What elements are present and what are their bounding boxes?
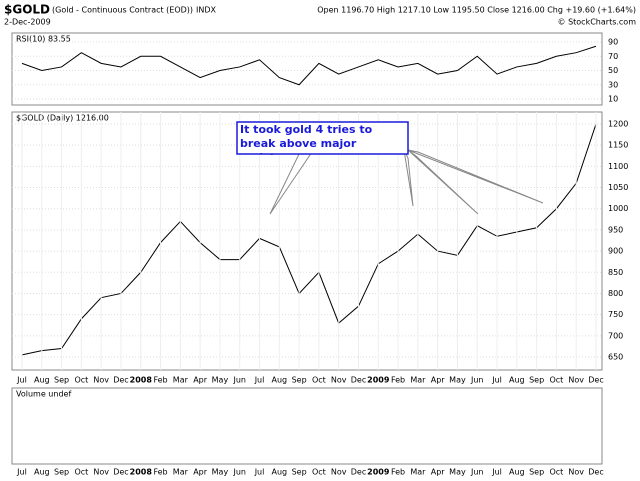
- x-tick-label: Nov: [93, 376, 109, 385]
- callout: It took gold 4 tries to break above majo…: [240, 123, 373, 155]
- x-tick-label: Aug: [271, 468, 287, 477]
- x-tick-label: 2009: [367, 468, 390, 477]
- x-tick-label: Jun: [470, 376, 484, 385]
- rsi-panel: [11, 32, 603, 106]
- y-tick-label: 900: [608, 247, 623, 256]
- price-label: $GOLD (Daily) 1216.00: [16, 114, 109, 123]
- x-tick-label: May: [212, 468, 229, 477]
- x-tick-label: Aug: [34, 468, 50, 477]
- x-tick-label: Apr: [431, 376, 446, 385]
- x-tick-label: Oct: [549, 468, 563, 477]
- x-tick-label: Oct: [312, 376, 326, 385]
- credit: © StockCharts.com: [558, 18, 637, 27]
- x-tick-label: May: [212, 376, 229, 385]
- x-tick-label: Jul: [491, 468, 502, 477]
- y-tick-label: 50: [608, 66, 618, 75]
- x-tick-label: Sep: [529, 468, 544, 477]
- callout-box: [236, 121, 409, 155]
- callout-pointers: [269, 149, 544, 215]
- x-tick-label: 2008: [130, 468, 153, 477]
- exchange: INDX: [196, 6, 217, 15]
- x-tick-label: Jul: [16, 376, 27, 385]
- x-tick-label: Feb: [153, 376, 167, 385]
- x-tick-label: Oct: [549, 376, 563, 385]
- volume-label: Volume undef: [16, 390, 71, 399]
- y-tick-label: 1100: [608, 162, 628, 171]
- x-tick-label: Feb: [153, 468, 167, 477]
- y-tick-label: 750: [608, 310, 623, 319]
- y-tick-label: 10: [608, 95, 618, 104]
- x-tick-label: Jul: [491, 376, 502, 385]
- y-tick-label: 90: [608, 38, 618, 47]
- x-tick-label: Nov: [331, 468, 347, 477]
- x-tick-label: Dec: [113, 376, 128, 385]
- y-tick-label: 700: [608, 331, 623, 340]
- x-tick-label: Mar: [173, 468, 189, 477]
- y-tick-label: 1150: [608, 141, 628, 150]
- x-tick-label: Nov: [568, 376, 584, 385]
- x-tick-label: Mar: [410, 376, 426, 385]
- rsi-label: RSI(10) 83.55: [16, 35, 71, 44]
- x-tick-label: May: [449, 376, 466, 385]
- y-tick-label: 1200: [608, 120, 628, 129]
- x-tick-label: Apr: [431, 468, 446, 477]
- x-tick-label: Jun: [470, 468, 484, 477]
- y-tick-label: 650: [608, 353, 623, 362]
- x-tick-label: Oct: [74, 468, 88, 477]
- x-tick-label: Feb: [391, 468, 405, 477]
- x-tick-label: Feb: [391, 376, 405, 385]
- x-tick-label: Nov: [568, 468, 584, 477]
- x-tick-label: Aug: [34, 376, 50, 385]
- y-tick-label: 850: [608, 268, 623, 277]
- x-tick-label: Nov: [331, 376, 347, 385]
- x-tick-label: Mar: [173, 376, 189, 385]
- x-tick-label: Sep: [292, 468, 307, 477]
- y-tick-label: 70: [608, 52, 618, 61]
- x-tick-label: Jul: [254, 376, 265, 385]
- x-tick-label: May: [449, 468, 466, 477]
- series-line: [21, 123, 597, 356]
- date: 2-Dec-2009: [4, 18, 51, 27]
- x-tick-label: Dec: [351, 376, 366, 385]
- x-tick-label: Jun: [232, 376, 246, 385]
- x-tick-label: Mar: [410, 468, 426, 477]
- x-tick-label: Dec: [588, 468, 603, 477]
- x-tick-label: Oct: [312, 468, 326, 477]
- y-tick-label: 800: [608, 289, 623, 298]
- x-tick-label: Sep: [54, 376, 69, 385]
- series-line: [21, 45, 597, 86]
- x-tick-label: Nov: [93, 468, 109, 477]
- y-tick-label: 950: [608, 225, 623, 234]
- x-tick-label: 2009: [367, 376, 390, 385]
- y-tick-label: 30: [608, 80, 618, 89]
- x-tick-label: Dec: [113, 468, 128, 477]
- x-tick-label: Jul: [254, 468, 265, 477]
- x-tick-label: Jun: [232, 468, 246, 477]
- x-tick-label: Aug: [271, 376, 287, 385]
- x-tick-label: Sep: [292, 376, 307, 385]
- x-tick-label: Apr: [193, 468, 208, 477]
- quote: Open 1196.70 High 1217.10 Low 1195.50 Cl…: [317, 6, 636, 15]
- x-tick-label: Dec: [351, 468, 366, 477]
- x-tick-label: Dec: [588, 376, 603, 385]
- x-tick-label: 2008: [130, 376, 153, 385]
- y-tick-label: 1000: [608, 204, 628, 213]
- x-tick-label: Oct: [74, 376, 88, 385]
- x-tick-label: Aug: [509, 468, 525, 477]
- x-tick-label: Aug: [509, 376, 525, 385]
- description: (Gold - Continuous Contract (EOD)): [52, 6, 193, 15]
- x-tick-label: Sep: [529, 376, 544, 385]
- x-tick-label: Apr: [193, 376, 208, 385]
- symbol: $GOLD: [4, 3, 50, 17]
- y-tick-label: 1050: [608, 183, 628, 192]
- annotation: It took gold 4 tries to break above majo…: [240, 123, 373, 155]
- x-tick-label: Jul: [16, 468, 27, 477]
- x-tick-label: Sep: [54, 468, 69, 477]
- volume-panel: [11, 387, 603, 465]
